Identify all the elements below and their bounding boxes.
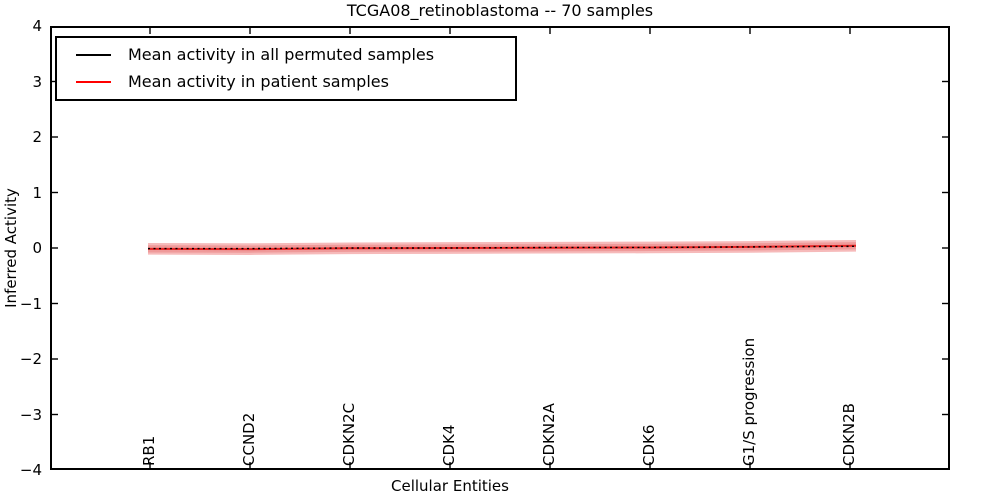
- x-tick-label: CDKN2A: [540, 403, 558, 466]
- y-tick-label: 2: [32, 128, 42, 146]
- axes-frame: [50, 26, 950, 470]
- y-tick-label: 0: [32, 239, 42, 257]
- legend-item: Mean activity in patient samples: [57, 68, 515, 95]
- legend-item: Mean activity in all permuted samples: [57, 41, 515, 68]
- x-tick-label: CDK4: [440, 424, 458, 466]
- y-tick-label: 1: [32, 183, 42, 202]
- x-tick-label: CDK6: [640, 424, 658, 466]
- legend-line-sample-patient: [76, 80, 111, 83]
- legend-line-sample-permuted: [76, 53, 111, 56]
- y-tick-label: 3: [32, 72, 42, 91]
- legend-item-label: Mean activity in patient samples: [128, 72, 389, 91]
- series-line: [148, 245, 857, 250]
- x-tick-label: CDKN2B: [840, 403, 858, 466]
- x-axis-label: Cellular Entities: [391, 477, 509, 495]
- chart-title: TCGA08_retinoblastoma -- 70 samples: [346, 1, 654, 20]
- x-tick-label: G1/S progression: [740, 337, 758, 466]
- y-tick-label: −2: [19, 350, 42, 368]
- x-tick-label: RB1: [140, 435, 158, 466]
- y-tick-label: 4: [32, 17, 42, 35]
- legend-item-label: Mean activity in all permuted samples: [128, 45, 435, 64]
- y-tick-label: −1: [19, 294, 42, 313]
- y-tick-label: −4: [19, 461, 42, 479]
- x-tick-label: CDKN2C: [340, 402, 358, 466]
- plot-area: [50, 26, 950, 470]
- x-tick-label: CCND2: [240, 412, 258, 466]
- y-tick-label: −3: [19, 405, 42, 424]
- legend: Mean activity in all permuted samples Me…: [55, 36, 517, 101]
